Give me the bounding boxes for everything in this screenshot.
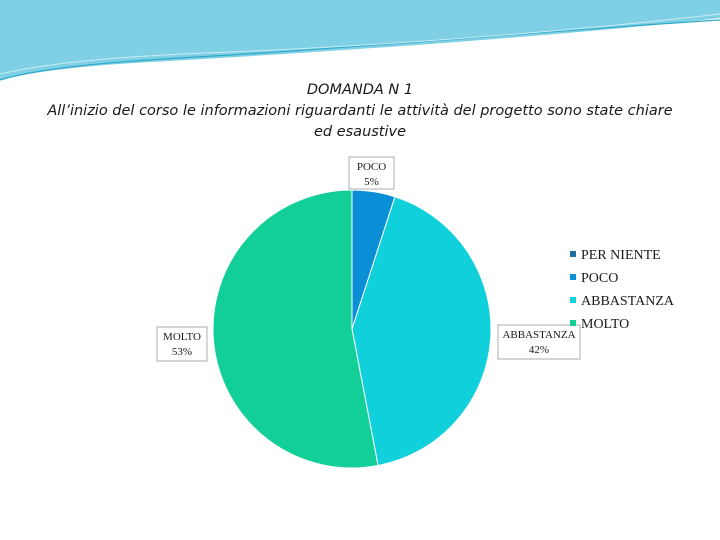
data-label-molto: MOLTO 53% bbox=[156, 326, 208, 362]
header-wave-decoration bbox=[0, 0, 720, 81]
legend-swatch-per-niente bbox=[570, 251, 576, 257]
header-wave-line-1 bbox=[0, 19, 720, 81]
data-label-category: ABBASTANZA bbox=[502, 329, 575, 341]
data-label-box bbox=[497, 324, 581, 360]
data-label-category: POCO bbox=[357, 161, 386, 173]
header-wave-fill bbox=[0, 0, 720, 80]
legend-swatch-molto bbox=[570, 320, 576, 326]
legend-label-abbastanza: ABBASTANZA bbox=[581, 294, 675, 309]
header-wave-line-2 bbox=[0, 13, 720, 75]
data-label-box bbox=[348, 156, 395, 190]
legend-swatch-poco bbox=[570, 274, 576, 280]
data-label-percent: 53% bbox=[172, 346, 192, 358]
title-line-1: DOMANDA N 1 bbox=[306, 82, 414, 98]
legend-label-per-niente: PER NIENTE bbox=[581, 248, 661, 263]
title-line-3: ed esaustive bbox=[313, 124, 407, 140]
data-label-percent: 42% bbox=[529, 344, 549, 356]
slide-title: DOMANDA N 1 All’inizio del corso le info… bbox=[0, 80, 720, 143]
data-label-box bbox=[156, 326, 208, 362]
data-label-abbastanza: ABBASTANZA 42% bbox=[497, 324, 581, 360]
legend-swatch-abbastanza bbox=[570, 297, 576, 303]
data-label-category: MOLTO bbox=[163, 331, 201, 343]
pie-slice-abbastanza bbox=[351, 196, 492, 467]
data-label-percent: 5% bbox=[364, 176, 379, 188]
legend-label-molto: MOLTO bbox=[581, 317, 629, 332]
legend-label-poco: POCO bbox=[581, 271, 618, 286]
title-line-2: All’inizio del corso le informazioni rig… bbox=[47, 103, 673, 119]
pie-slice-molto bbox=[212, 189, 379, 469]
data-label-poco: POCO 5% bbox=[348, 156, 395, 190]
